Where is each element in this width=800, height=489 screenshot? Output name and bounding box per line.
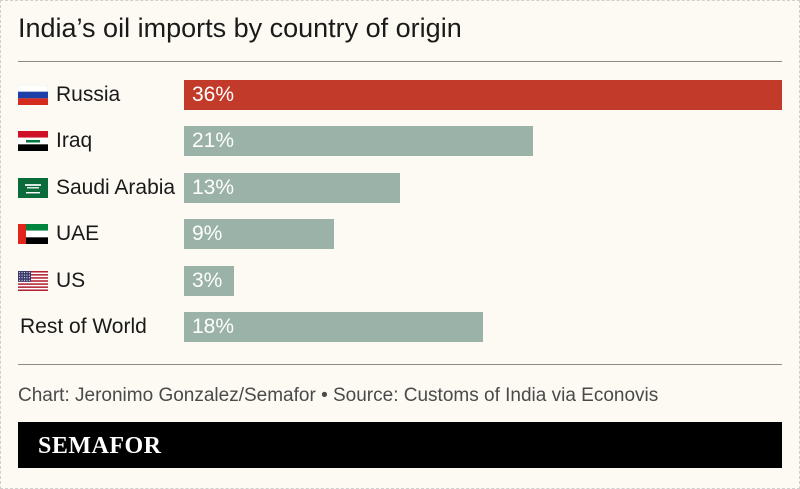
category-label: Rest of World [20, 315, 147, 338]
semafor-logo: SEMAFOR [38, 433, 162, 459]
bar-us [184, 265, 234, 296]
top-divider [18, 61, 782, 62]
value-label: 13% [192, 175, 235, 199]
bottom-divider [18, 364, 782, 365]
category-label: Saudi Arabia [56, 175, 176, 199]
bar-row-saudi-arabia: Saudi Arabia 13% [0, 172, 800, 203]
chart-credit: Chart: Jeronimo Gonzalez/Semafor • Sourc… [18, 385, 659, 406]
us-flag-icon [18, 270, 48, 291]
chart-title: India’s oil imports by country of origin [18, 13, 462, 43]
bar-row-us: US 3% [0, 265, 800, 296]
uae-flag-icon [18, 224, 48, 245]
bar-row-russia: Russia 36% [0, 80, 800, 110]
bar-saudi-arabia [184, 172, 400, 203]
value-label: 18% [192, 315, 235, 338]
saudi-arabia-flag-icon [18, 177, 48, 198]
value-label: 9% [192, 222, 223, 246]
bar-iraq [184, 126, 533, 157]
footer-bar: SEMAFOR [18, 422, 782, 468]
category-label: US [56, 268, 86, 292]
bar-rest-of-world [184, 312, 483, 342]
bar-row-rest-of-world: Rest of World 18% [0, 312, 800, 342]
category-label: Russia [56, 83, 121, 106]
value-label: 36% [192, 83, 235, 106]
category-label: Iraq [56, 129, 93, 153]
value-label: 3% [192, 268, 223, 292]
value-label: 21% [192, 129, 235, 153]
bar-uae [184, 219, 334, 250]
iraq-flag-icon [18, 131, 48, 152]
bar-row-uae: UAE 9% [0, 219, 800, 250]
bar-russia [184, 80, 782, 110]
category-label: UAE [56, 222, 100, 246]
russia-flag-icon [18, 85, 48, 105]
bar-row-iraq: Iraq 21% [0, 126, 800, 157]
